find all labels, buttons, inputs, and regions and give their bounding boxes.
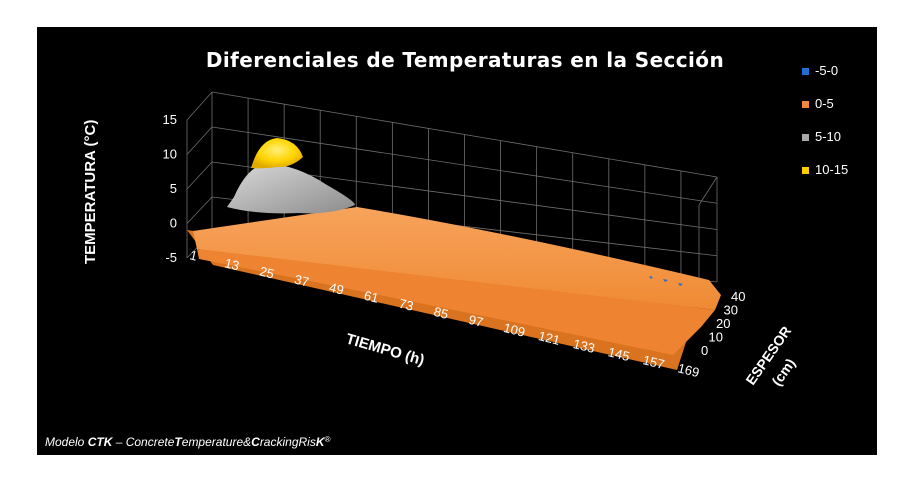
z-tick-label: 5 (170, 181, 177, 196)
axis-labels: 15 10 5 0 -5 1 13 25 37 49 61 73 85 97 109 121 133 145 157… (163, 112, 746, 380)
legend-label: 0-5 (815, 96, 834, 111)
x-tick-label: 25 (258, 263, 276, 281)
z-gridline-side (186, 196, 213, 224)
surface-band-10-15 (251, 138, 303, 169)
x-tick-label: 133 (572, 336, 597, 356)
y-tick-label: 20 (716, 316, 730, 331)
z-tick-label: -5 (165, 250, 177, 265)
y-tick-label: 10 (709, 330, 723, 345)
z-gridline-side (186, 161, 213, 190)
z-gridline-side (186, 91, 213, 121)
z-tick-label: 15 (163, 112, 177, 127)
x-tick-label: 121 (537, 328, 562, 348)
surface-chart: Diferenciales de Temperaturas en la Secc… (45, 48, 848, 449)
model-credit: Modelo CTK – ConcreteTemperature&Crackin… (45, 435, 331, 449)
right-wall-top (698, 176, 718, 206)
x-tick-label: 49 (328, 280, 346, 298)
x-tick-label: 73 (397, 296, 415, 314)
z-tick-label: 10 (163, 147, 177, 162)
legend-swatch (802, 101, 809, 108)
x-tick-label: 61 (363, 288, 381, 306)
surface-band-neg5-0 (649, 276, 683, 286)
y-tick-label: 30 (724, 303, 738, 318)
surface-band-0-5-lower (197, 249, 715, 355)
x-tick-label: 37 (293, 272, 311, 290)
x-tick-label: 1 (188, 247, 199, 263)
chart-title: Diferenciales de Temperaturas en la Secc… (206, 48, 724, 72)
x-tick-label: 109 (502, 320, 527, 340)
surface-band-0-5 (193, 207, 721, 310)
x-tick-label: 13 (223, 255, 241, 273)
legend: -5-0 0-5 5-10 10-15 (802, 63, 848, 177)
x-tick-label: 145 (607, 344, 632, 364)
legend-swatch (802, 167, 809, 174)
temperature-surface (187, 138, 721, 370)
legend-label: -5-0 (815, 63, 838, 78)
legend-swatch (802, 134, 809, 141)
z-gridline-side (186, 126, 213, 155)
surface-band-5-10 (227, 164, 355, 214)
x-tick-label: 157 (641, 352, 666, 372)
z-axis-title: TEMPERATURA (°C) (82, 120, 99, 264)
x-tick-label: 169 (676, 360, 701, 380)
legend-swatch (802, 68, 809, 75)
legend-label: 5-10 (815, 129, 841, 144)
y-tick-label: 0 (701, 343, 708, 358)
z-tick-label: 0 (170, 216, 177, 231)
x-tick-label: 85 (432, 304, 450, 322)
legend-label: 10-15 (815, 162, 848, 177)
y-tick-label: 40 (731, 289, 745, 304)
chart-panel: Diferenciales de Temperaturas en la Secc… (37, 27, 877, 455)
x-tick-label: 97 (467, 312, 485, 330)
x-axis-title: TIEMPO (h) (344, 331, 426, 370)
